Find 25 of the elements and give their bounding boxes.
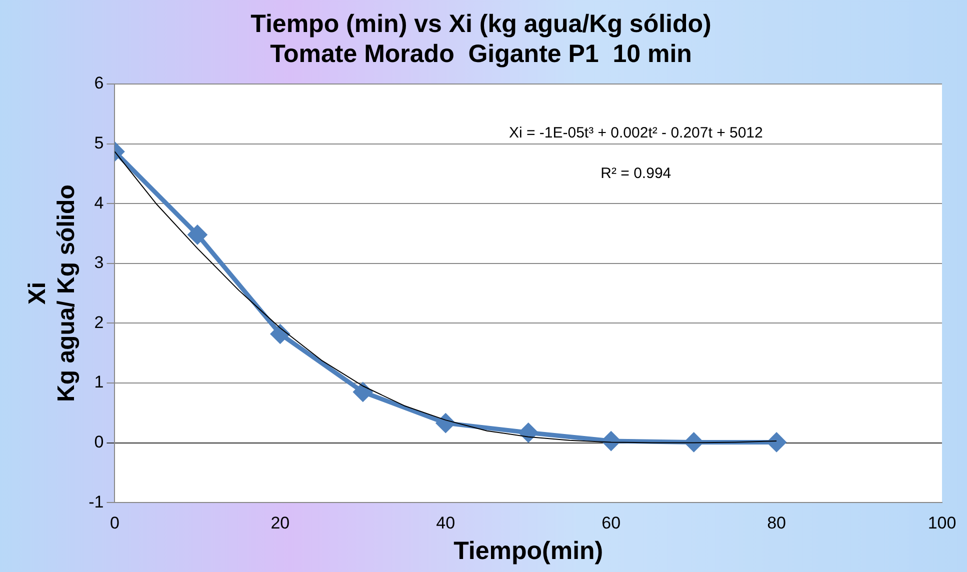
y-tick-label: 0	[94, 432, 104, 452]
point	[354, 382, 372, 402]
chart-title: Tiempo (min) vs Xi (kg agua/Kg sólido) Tomate Morado Gigante P1 10 min	[250, 10, 712, 68]
x-tick-label: 80	[767, 513, 786, 532]
y-tick-label: 4	[94, 193, 104, 212]
y-tick-label: 2	[94, 312, 104, 332]
x-tick-label: 60	[602, 513, 621, 532]
x-tick-label: 20	[270, 513, 290, 532]
x-tick-label: 100	[928, 513, 956, 532]
point	[519, 423, 538, 442]
point	[270, 324, 290, 344]
y-tick-label: 6	[94, 74, 104, 93]
point	[436, 414, 455, 432]
y-tick-label: 5	[94, 133, 104, 152]
annotation: R² = 0.994	[600, 165, 672, 182]
y-tick-label: 3	[94, 253, 104, 272]
x-tick-label: 40	[436, 513, 456, 532]
y-tick-label: -1	[88, 492, 104, 512]
point	[767, 432, 786, 452]
point	[188, 225, 207, 244]
y-tick-label: 1	[94, 372, 104, 392]
x-axis-title: Tiempo(min)	[454, 536, 604, 565]
annotation: Xi = -1E-05t³ + 0.002t² - 0.207t + 5012	[508, 124, 763, 142]
x-tick-label: 0	[110, 513, 120, 532]
y-axis-title: Xi Kg agua/ Kg sólido	[24, 184, 80, 402]
